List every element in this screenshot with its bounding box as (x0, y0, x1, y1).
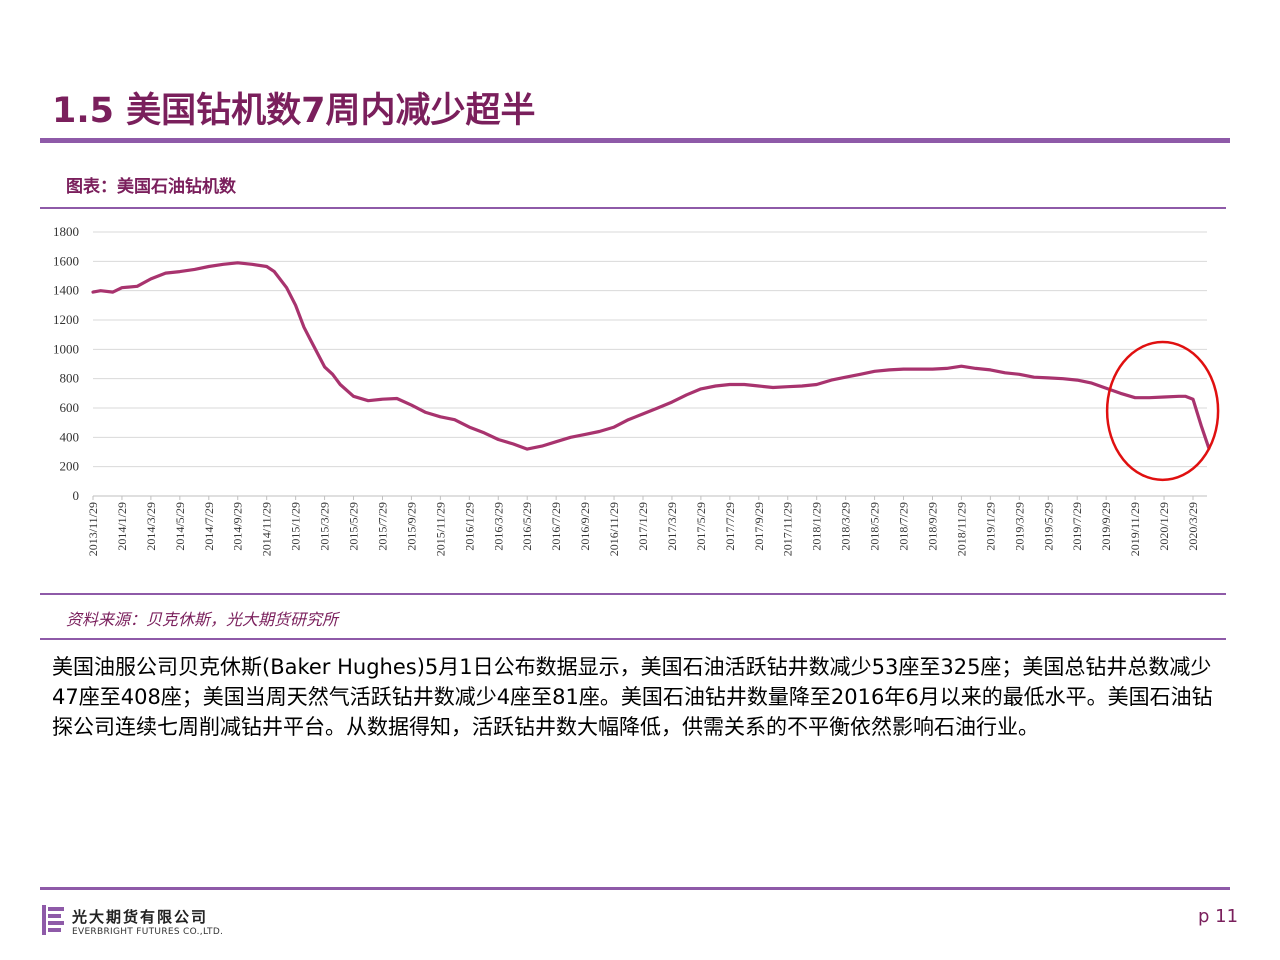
series-lines (91, 261, 1211, 451)
y-tick-label: 1200 (53, 312, 79, 327)
x-tick-label: 2015/5/29 (347, 502, 361, 551)
x-tick-label: 2015/3/29 (318, 502, 332, 551)
x-tick-label: 2014/7/29 (202, 502, 216, 551)
slide-title: 1.5 美国钻机数7周内减少超半 (52, 91, 536, 131)
highlight-circle (1105, 340, 1220, 482)
series-line (91, 261, 1211, 451)
x-tick-label: 2019/3/29 (1012, 502, 1026, 551)
x-tick-label: 2016/1/29 (462, 502, 476, 551)
x-tick-label: 2016/5/29 (520, 502, 534, 551)
x-tick-label: 2018/3/29 (839, 502, 853, 551)
x-tick-label: 2017/7/29 (723, 502, 737, 551)
y-tick-label: 1000 (53, 341, 79, 356)
company-name-en: EVERBRIGHT FUTURES CO.,LTD. (72, 927, 224, 937)
figure-label: 图表：美国石油钻机数 (66, 177, 236, 197)
x-tick-label: 2016/9/29 (578, 502, 592, 551)
x-tick-label: 2020/3/29 (1186, 502, 1200, 551)
company-name-cn: 光大期货有限公司 (72, 908, 209, 926)
y-tick-label: 600 (60, 400, 80, 415)
x-tick-label: 2016/7/29 (549, 502, 563, 551)
x-tick-label: 2017/3/29 (665, 502, 679, 551)
source-note: 资料来源：贝克休斯，光大期货研究所 (66, 610, 339, 629)
x-tick-label: 2017/1/29 (636, 502, 650, 551)
x-tick-label: 2015/1/29 (289, 502, 303, 551)
x-tick-label: 2018/1/29 (810, 502, 824, 551)
x-tick-label: 2018/7/29 (897, 502, 911, 551)
x-tick-label: 2016/3/29 (491, 502, 505, 551)
y-tick-label: 0 (73, 488, 80, 503)
x-tick-label: 2014/3/29 (144, 502, 158, 551)
x-tick-label: 2019/9/29 (1099, 502, 1113, 551)
page-number: p 11 (1198, 906, 1239, 927)
x-tick-label: 2020/1/29 (1157, 502, 1171, 551)
x-tick-label: 2015/11/29 (433, 502, 447, 556)
footer-divider (40, 887, 1230, 890)
x-tick-label: 2018/11/29 (954, 502, 968, 556)
y-tick-label: 1400 (53, 283, 79, 298)
highlight-annotation (1105, 340, 1220, 482)
x-tick-label: 2019/5/29 (1041, 502, 1055, 551)
y-tick-label: 200 (60, 459, 80, 474)
axes (92, 495, 1207, 500)
x-tick-label: 2017/9/29 (752, 502, 766, 551)
company-logo-icon (42, 905, 64, 935)
y-tick-label: 1600 (53, 253, 79, 268)
x-tick-label: 2018/9/29 (925, 502, 939, 551)
y-tick-label: 800 (60, 371, 80, 386)
x-tick-label: 2013/11/29 (86, 502, 100, 556)
x-tick-label: 2019/11/29 (1128, 502, 1142, 556)
grid-lines (93, 231, 1207, 468)
x-tick-label: 2019/1/29 (983, 502, 997, 551)
x-tick-label: 2014/5/29 (173, 502, 187, 551)
divider (40, 593, 1226, 595)
divider (40, 638, 1226, 640)
divider (40, 207, 1226, 209)
body-paragraph: 美国油服公司贝克休斯(Baker Hughes)5月1日公布数据显示，美国石油活… (52, 655, 1213, 739)
x-tick-label: 2019/7/29 (1070, 502, 1084, 551)
x-tick-label: 2014/11/29 (260, 502, 274, 556)
x-tick-label: 2017/11/29 (781, 502, 795, 556)
y-tick-label: 1800 (53, 224, 79, 239)
x-tick-label: 2014/9/29 (231, 502, 245, 551)
title-rule (40, 138, 1230, 143)
x-tick-label: 2015/7/29 (375, 502, 389, 551)
x-tick-label: 2018/5/29 (868, 502, 882, 551)
y-tick-label: 400 (60, 429, 80, 444)
x-tick-label: 2017/5/29 (694, 502, 708, 551)
x-tick-label: 2014/1/29 (115, 502, 129, 551)
y-tick-labels: 0 200 400 600 800 1000 1200 1400 1600 1800 (53, 224, 79, 503)
x-tick-label: 2015/9/29 (404, 502, 418, 551)
x-tick-labels: 2013/11/29 2014/1/29 2014/3/29 2014/5/29 201… (86, 502, 1200, 556)
x-tick-label: 2016/11/29 (607, 502, 621, 556)
